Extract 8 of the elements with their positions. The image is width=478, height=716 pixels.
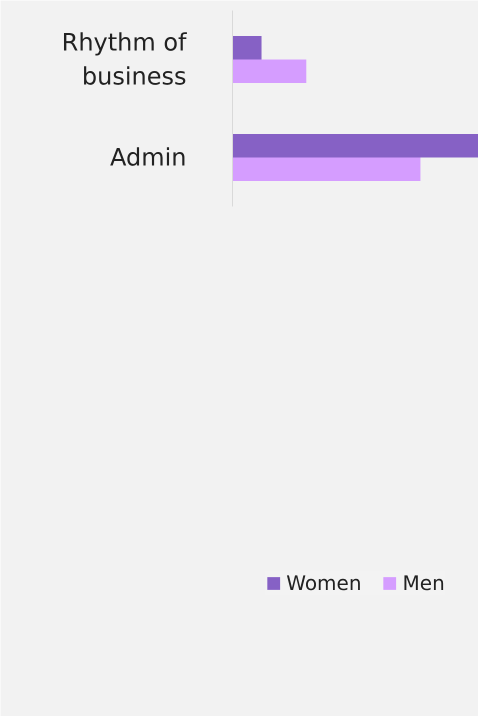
y-tick-label: Rhythm of business (62, 28, 188, 90)
bar (232, 36, 262, 60)
legend-label: Women (286, 570, 362, 594)
legend-label: Men (402, 570, 445, 594)
bar (232, 60, 306, 84)
bar (232, 134, 478, 158)
bar (232, 158, 420, 182)
y-tick-label: Admin (110, 144, 187, 172)
